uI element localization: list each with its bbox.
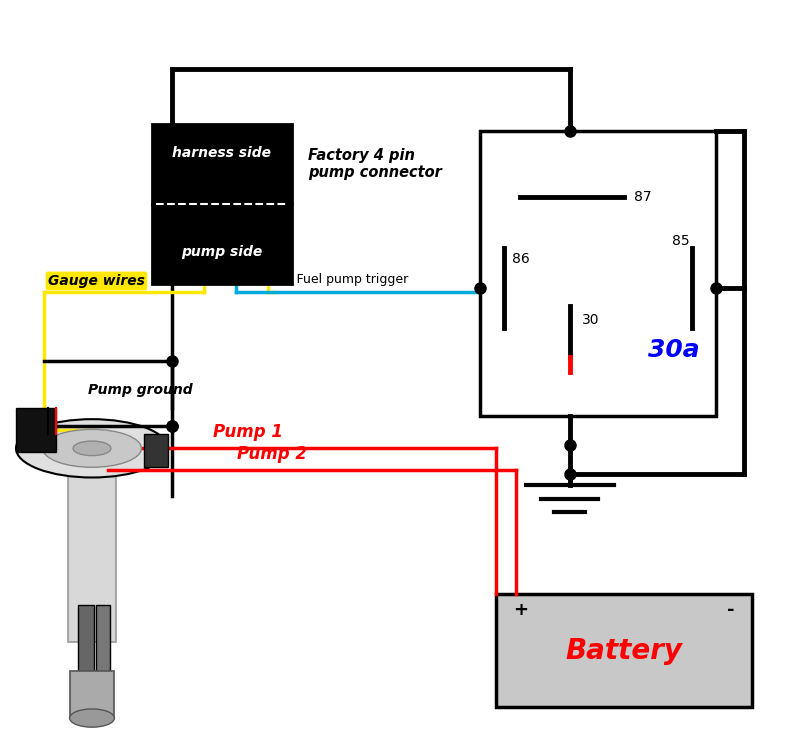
Text: Pump 2: Pump 2: [237, 445, 307, 463]
Ellipse shape: [73, 441, 111, 456]
Text: pump side: pump side: [182, 244, 262, 259]
Bar: [480, 131, 716, 416]
Bar: [78, 605, 94, 693]
Bar: [96, 605, 110, 678]
Text: Battery: Battery: [566, 636, 682, 665]
Bar: [70, 671, 114, 718]
Ellipse shape: [70, 709, 114, 728]
Text: +: +: [514, 601, 529, 620]
Text: 87: 87: [634, 190, 651, 204]
Ellipse shape: [16, 419, 168, 477]
Bar: [152, 204, 292, 284]
Bar: [152, 124, 292, 204]
Text: 30: 30: [582, 313, 599, 327]
Text: 86: 86: [512, 252, 530, 266]
Text: Gauge wires: Gauge wires: [48, 274, 145, 288]
Bar: [16, 408, 56, 452]
Text: OEM Fuel pump trigger: OEM Fuel pump trigger: [264, 273, 408, 286]
Text: harness side: harness side: [173, 146, 271, 160]
Bar: [68, 448, 116, 642]
Text: -: -: [727, 601, 734, 620]
Bar: [144, 434, 168, 467]
Text: 30a: 30a: [648, 338, 700, 362]
Bar: [496, 594, 752, 707]
Text: 85: 85: [672, 233, 690, 248]
Ellipse shape: [42, 429, 142, 467]
Text: Factory 4 pin
pump connector: Factory 4 pin pump connector: [308, 148, 442, 180]
Text: Pump ground: Pump ground: [88, 383, 193, 397]
Text: Pump 1: Pump 1: [213, 423, 283, 441]
